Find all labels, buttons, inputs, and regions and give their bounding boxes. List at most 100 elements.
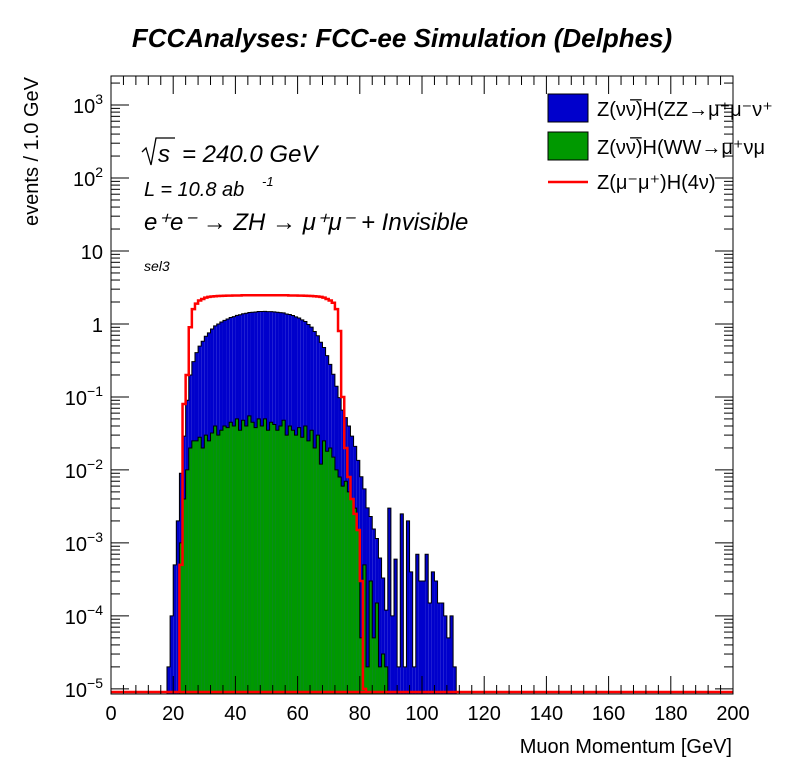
bar-zz [387, 508, 391, 694]
bar-ww [194, 440, 199, 694]
bar-ww [201, 447, 205, 694]
bar-ww [266, 430, 270, 694]
bar-ww [325, 451, 329, 694]
bar-zz [418, 581, 422, 694]
bar-ww [359, 637, 363, 694]
bar-ww [213, 425, 217, 694]
bar-ww [372, 637, 376, 694]
bar-ww [319, 464, 323, 694]
bar-ww [282, 420, 286, 694]
bar-ww [338, 476, 342, 694]
bar-zz [409, 571, 413, 694]
x-tick-label: 20 [162, 703, 184, 725]
y-tick-label: 1 [92, 315, 103, 337]
x-tick-label: 160 [592, 703, 625, 725]
bar-zz [431, 571, 435, 694]
lumi-exponent: -1 [262, 174, 274, 189]
bar-ww [272, 424, 276, 694]
bar-ww [375, 603, 379, 694]
y-tick-label: 10−2 [65, 456, 103, 483]
sqrts-s: s [158, 141, 170, 168]
x-tick-label: 60 [286, 703, 308, 725]
bar-ww [247, 415, 251, 694]
legend-label-4nu: Z(μ⁻μ⁺)H(4ν) [597, 172, 716, 194]
legend-label-ww: Z(νν̅)H(WW→μ⁺νμ [597, 136, 765, 159]
lumi-text: L = 10.8 ab [144, 179, 244, 201]
series-4nu-line [178, 294, 368, 692]
bar-ww [210, 433, 214, 694]
legend: Z(νν̅)H(ZZ→μ⁺μ⁻ν⁺ Z(νν̅)H(WW→μ⁺νμ Z(μ⁻μ⁺… [547, 93, 773, 194]
y-tick-label: 103 [73, 91, 103, 118]
bar-zz [359, 476, 363, 694]
y-tick-label: 10−1 [65, 383, 103, 410]
bar-ww [250, 422, 255, 694]
bar-ww [310, 430, 314, 694]
bar-zz [372, 529, 376, 694]
y-tick-label: 10−5 [65, 675, 103, 702]
chart-title: FCCAnalyses: FCC-ee Simulation (Delphes) [132, 23, 672, 53]
bar-zz [381, 578, 385, 694]
x-tick-label: 140 [530, 703, 563, 725]
bar-ww [260, 425, 264, 694]
bar-ww [207, 440, 211, 694]
bar-ww [229, 422, 233, 694]
bar-zz [446, 637, 450, 694]
legend-label-zz: Z(νν̅)H(ZZ→μ⁺μ⁻ν⁺ [597, 98, 773, 121]
bar-ww [331, 457, 335, 694]
bar-ww [263, 418, 267, 694]
bar-zz [394, 559, 398, 694]
bar-ww [344, 481, 348, 694]
bar-ww [257, 418, 261, 694]
bar-ww [232, 425, 236, 694]
bar-ww [384, 666, 388, 694]
bar-ww [241, 420, 245, 694]
sqrts-value: = 240.0 GeV [182, 141, 319, 168]
bar-zz [406, 520, 410, 694]
bar-ww [278, 425, 283, 694]
bar-zz [173, 564, 177, 694]
bar-zz [425, 554, 429, 694]
bar-ww [353, 508, 357, 694]
bar-zz [403, 666, 407, 694]
x-axis-label: Muon Momentum [GeV] [520, 736, 732, 758]
bar-zz [415, 554, 419, 694]
bar-ww [356, 530, 360, 694]
y-tick-label: 102 [73, 164, 103, 191]
bar-ww [300, 437, 304, 694]
bar-zz [366, 507, 370, 694]
bar-ww [191, 440, 195, 694]
bar-zz [378, 558, 382, 694]
bar-ww [288, 425, 292, 694]
bar-zz [170, 615, 174, 694]
bar-ww [316, 435, 320, 694]
bar-zz [412, 666, 416, 694]
y-tick-label: 10−3 [65, 529, 103, 556]
bar-ww [269, 422, 273, 694]
bar-ww [381, 654, 385, 694]
bar-ww [378, 666, 382, 694]
x-tick-label: 80 [349, 703, 371, 725]
bar-ww [291, 430, 295, 694]
x-tick-label: 40 [224, 703, 246, 725]
x-tick-label: 0 [105, 703, 116, 725]
bar-ww [313, 447, 317, 694]
bar-ww [182, 498, 186, 694]
legend-swatch-ww [547, 131, 589, 161]
bar-ww [216, 435, 220, 694]
bar-zz [449, 615, 454, 694]
bar-ww [328, 447, 332, 694]
bar-zz [428, 603, 432, 694]
bar-zz [440, 603, 444, 694]
bar-ww [238, 430, 242, 694]
bar-ww [275, 430, 279, 694]
bar-ww [188, 447, 192, 694]
y-axis: 10−5 10−4 10−3 10−2 10−1 1 10 102 103 [65, 82, 733, 702]
annotation-process: e⁺e⁻ → ZH → μ⁺μ⁻ + Invisible [144, 209, 468, 236]
bar-zz [384, 610, 388, 694]
y-tick-label: 10 [81, 242, 103, 264]
bar-ww [235, 418, 239, 694]
bar-ww [244, 425, 248, 694]
y-tick-label: 10−4 [65, 602, 103, 629]
bar-zz [434, 581, 438, 694]
